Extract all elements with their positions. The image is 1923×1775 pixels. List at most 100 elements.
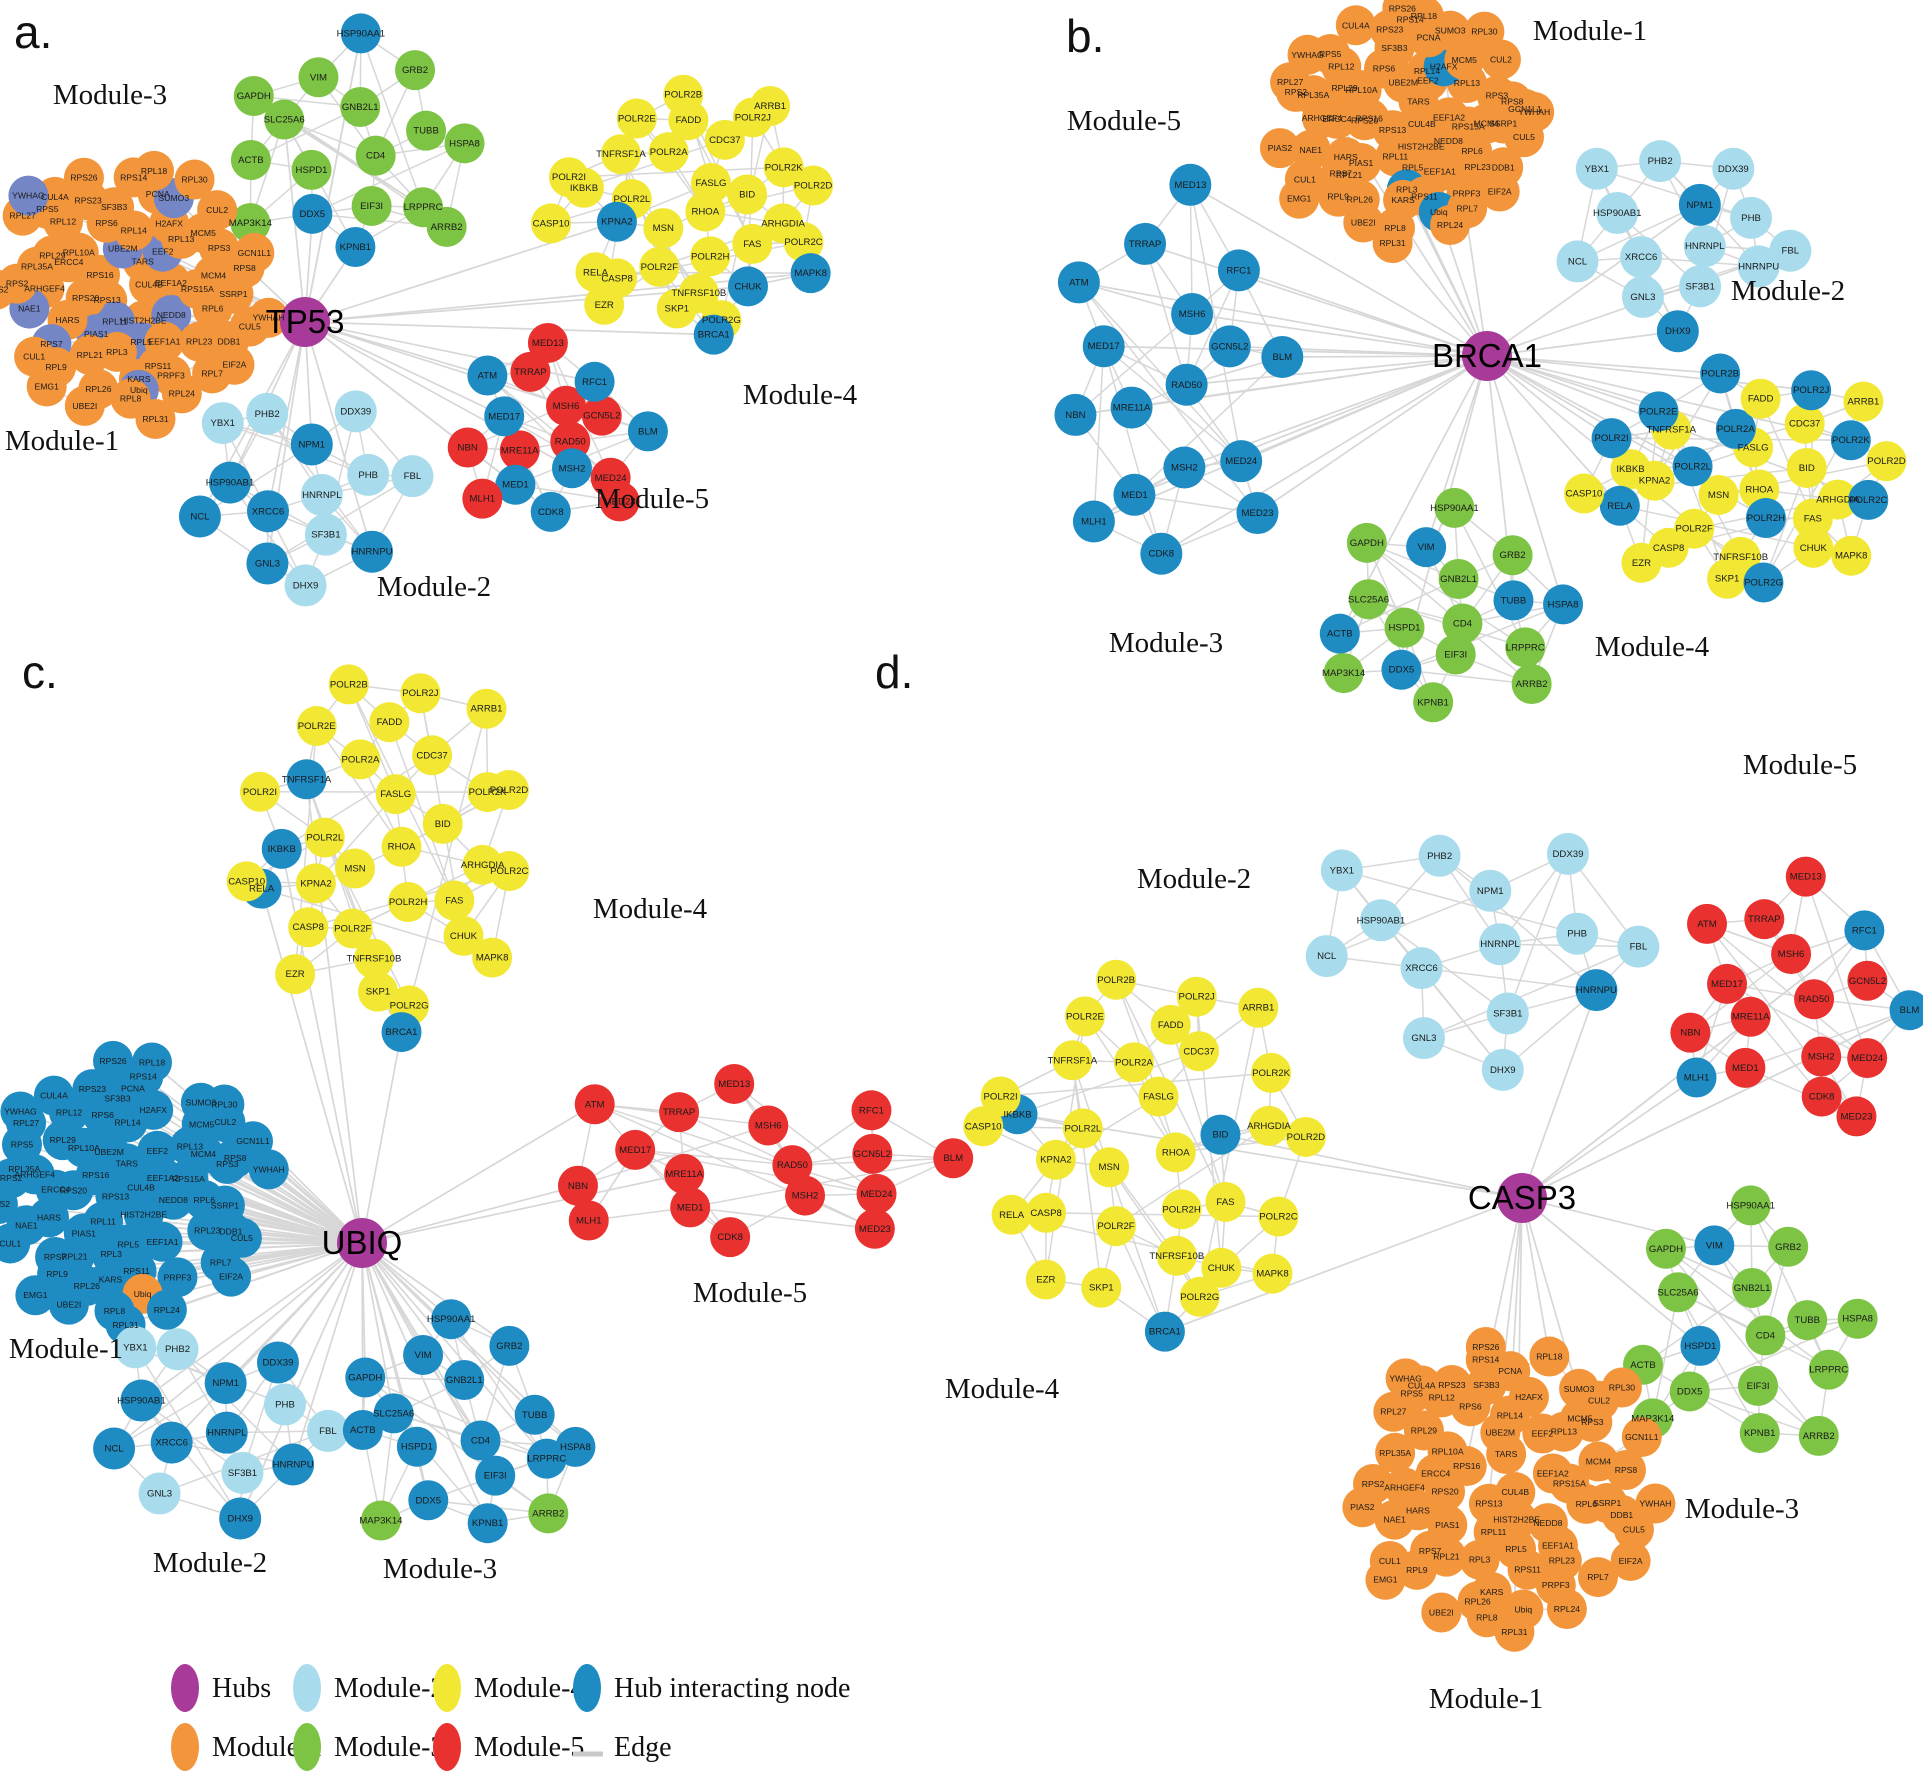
node-label-CUL4B: CUL4B [1408,119,1436,129]
node-label-CUL5: CUL5 [239,322,261,332]
node-label-GAPDH: GAPDH [348,1372,382,1383]
node-label-TARS: TARS [1495,1449,1518,1459]
node-label-TARS: TARS [132,257,155,267]
node-label-BRCA1: BRCA1 [1149,1327,1181,1338]
node-KPNB1 [1413,682,1454,723]
node-label-GRB2: GRB2 [1775,1242,1801,1253]
node-label-RPS2: RPS2 [1362,1479,1385,1489]
node-label-RPL29: RPL29 [39,250,65,260]
node-label-YWHAG: YWHAG [1389,1373,1422,1383]
node-HSPD1 [1680,1325,1721,1366]
node-label-Ubiq: Ubiq [134,1289,152,1299]
node-DHX9 [284,564,327,607]
node-label-NAE1: NAE1 [18,304,41,314]
module-label-UBIQ-Module-5: Module-5 [693,1277,807,1309]
node-label-POLR2A: POLR2A [1717,424,1755,435]
hub-edge [361,1242,489,1524]
node-CASP10 [531,203,572,244]
node-CD4 [1745,1315,1786,1356]
cluster-labels-BRCA1-Module-2: HNRNPL XRCC6 NPM1 SF3B1 HSP90AB1 PHB GNL3 PHB2 H… [1568,156,1800,337]
edge [594,1103,876,1230]
node-SLC25A6 [1348,579,1389,620]
node-LRPPRC [1808,1349,1849,1390]
node-NBN [1670,1012,1711,1053]
node-label-DHX9: DHX9 [293,580,319,591]
node-label-RPS2: RPS2 [1285,87,1308,97]
node-label-IKBKB: IKBKB [268,844,296,855]
node-label-PIAS2: PIAS2 [1268,143,1293,153]
node-label-POLR2J: POLR2J [1793,385,1829,396]
hub-edge [1256,355,1488,514]
node-SF3B1 [1679,265,1722,308]
node-label-RFC1: RFC1 [1226,265,1251,276]
node-label-RPS15A: RPS15A [181,284,214,294]
node-label-CASP10: CASP10 [1566,489,1603,500]
node-label-HNRNPL: HNRNPL [302,490,342,501]
node-label-RPL9: RPL9 [45,362,67,372]
edge [1577,204,1701,263]
node-label-HSPA8: HSPA8 [560,1442,591,1453]
module-label-BRCA1-Module-4: Module-4 [1595,631,1710,663]
node-DDX39 [1546,832,1589,875]
node-NCL [1556,240,1599,283]
node-CUL4A [33,1075,74,1116]
edge [140,1400,241,1519]
node-TUBB [1493,580,1534,621]
node-label-FBL: FBL [404,471,422,482]
hub-edge [361,1242,465,1381]
node-label-HSPA8: HSPA8 [449,138,480,149]
node-NBN [447,427,488,468]
node-label-POLR2G: POLR2G [390,1000,429,1011]
node-label-RAD50: RAD50 [1171,380,1202,391]
node-label-MAP3K14: MAP3K14 [1322,668,1366,679]
node-label-PCNA: PCNA [146,189,170,199]
edge [678,1111,793,1166]
node-IKBKB [261,828,302,869]
node-label-XRCC6: XRCC6 [155,1438,188,1449]
node-label-DDX5: DDX5 [1677,1386,1703,1397]
edge [1439,855,1597,991]
node-label-POLR2B: POLR2B [1701,368,1739,379]
node-EZR [1621,542,1662,583]
node-VIM [403,1334,444,1375]
edge [1084,1015,1177,1153]
node-CHUK [727,266,768,307]
node-label-ARHGEF4: ARHGEF4 [24,284,65,294]
cluster-BRCA1-Module-2 [1556,140,1812,353]
node-label-FADD: FADD [676,115,702,126]
hub-node-CASP3 [1497,1173,1547,1223]
node-label-HNRNPU: HNRNPU [1576,985,1617,996]
node-label-GRB2: GRB2 [402,65,428,76]
node-label-RPL26: RPL26 [1347,195,1373,205]
edge [1507,853,1569,1014]
node-label-MRE11A: MRE11A [1113,403,1151,414]
node-label-MAPK8: MAPK8 [794,268,827,279]
node-POLR2L [1672,446,1713,487]
node-PHB [347,453,390,496]
node-EIF3I [351,185,392,226]
node-DHX9 [1656,310,1699,353]
hub-node-TP53 [280,297,330,347]
node-label-SUMO3: SUMO3 [159,193,190,203]
node-label-Ubiq: Ubiq [1430,207,1448,217]
node-label-CUL4A: CUL4A [1342,20,1370,30]
node-XRCC6 [1400,947,1443,990]
node-label-RPL21: RPL21 [1336,170,1362,180]
node-label-RPL24: RPL24 [1554,1604,1580,1614]
node-POLR2F [332,908,373,949]
node-label-PHB: PHB [1741,213,1761,224]
node-YWHAG [8,175,49,216]
node-FADD [1740,378,1781,419]
node-MAPK8 [1831,535,1872,576]
node-label-RPL13: RPL13 [177,1141,203,1151]
hub-edge [225,1242,363,1384]
node-label-EIF2A: EIF2A [219,1272,243,1282]
node-label-TNFRSF1A: TNFRSF1A [1048,1055,1098,1066]
node-label-HIST2H2BE: HIST2H2BE [1493,1514,1540,1524]
node-label-RPL35A: RPL35A [21,262,53,272]
node-label-PRPF3: PRPF3 [1542,1580,1570,1590]
node-ARHGDIA [1248,1105,1289,1146]
node-FBL [1769,229,1812,272]
edge [1189,184,1193,315]
node-label-CUL4A: CUL4A [1408,1380,1436,1390]
